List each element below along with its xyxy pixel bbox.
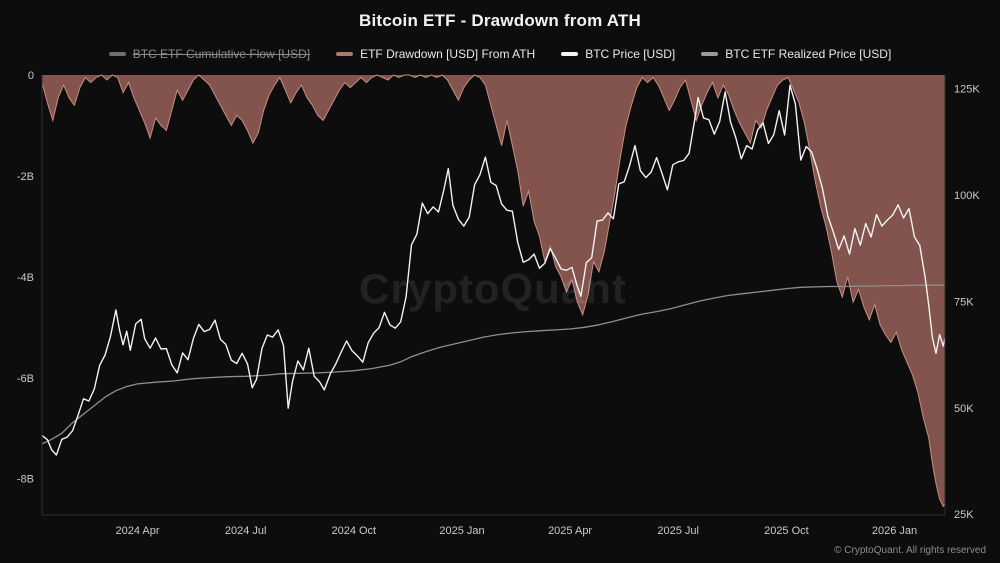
left-axis-tick-label: -4B (17, 272, 34, 284)
legend-label: BTC ETF Cumulative Flow [USD] (132, 47, 311, 61)
legend-item-btc-etf-realized-price[interactable]: BTC ETF Realized Price [USD] (701, 47, 891, 61)
left-axis-tick-label: 0 (28, 70, 34, 82)
right-axis-tick-label: 125K (954, 84, 980, 96)
x-axis-tick-label: 2024 Oct (331, 525, 376, 537)
legend-label: ETF Drawdown [USD] From ATH (360, 47, 536, 61)
legend-label: BTC Price [USD] (585, 47, 676, 61)
cryptoquant-watermark: CryptoQuant (359, 265, 627, 312)
etf-drawdown-area-edge (41, 74, 946, 508)
legend-item-btc-price[interactable]: BTC Price [USD] (561, 47, 675, 61)
left-axis-tick-label: -2B (17, 171, 34, 183)
chart-title: Bitcoin ETF - Drawdown from ATH (359, 11, 641, 30)
x-axis-tick-label: 2026 Jan (872, 525, 917, 537)
realized-price-series-marker-icon (701, 52, 719, 56)
chart-legend: BTC ETF Cumulative Flow [USD] ETF Drawdo… (0, 47, 1000, 61)
right-axis-tick-label: 50K (954, 403, 974, 415)
x-axis-tick-label: 2025 Oct (764, 525, 809, 537)
right-axis-tick-label: 75K (954, 296, 974, 308)
left-axis-tick-label: -8B (17, 474, 34, 486)
x-axis-tick-label: 2024 Jul (225, 525, 267, 537)
x-axis-tick-label: 2025 Jan (439, 525, 484, 537)
right-axis-tick-label: 25K (954, 509, 974, 521)
btc-price-series-marker-icon (561, 52, 579, 56)
legend-item-etf-drawdown[interactable]: ETF Drawdown [USD] From ATH (336, 47, 535, 61)
cumulative-flow-series-marker-icon (108, 52, 126, 56)
x-axis-tick-label: 2025 Jul (657, 525, 699, 537)
etf-drawdown-series-marker-icon (336, 52, 354, 56)
legend-label: BTC ETF Realized Price [USD] (725, 47, 892, 61)
legend-item-btc-etf-cumulative-flow[interactable]: BTC ETF Cumulative Flow [USD] (108, 47, 311, 61)
copyright-notice: © CryptoQuant. All rights reserved (834, 545, 986, 556)
x-axis-tick-label: 2025 Apr (548, 525, 592, 537)
right-axis-tick-label: 100K (954, 190, 980, 202)
btc-etf-realized-price-line (41, 284, 946, 445)
etf-drawdown-area-fill (42, 75, 945, 507)
btc-price-line (41, 84, 946, 456)
x-axis-tick-label: 2024 Apr (115, 525, 159, 537)
left-axis-tick-label: -6B (17, 373, 34, 385)
